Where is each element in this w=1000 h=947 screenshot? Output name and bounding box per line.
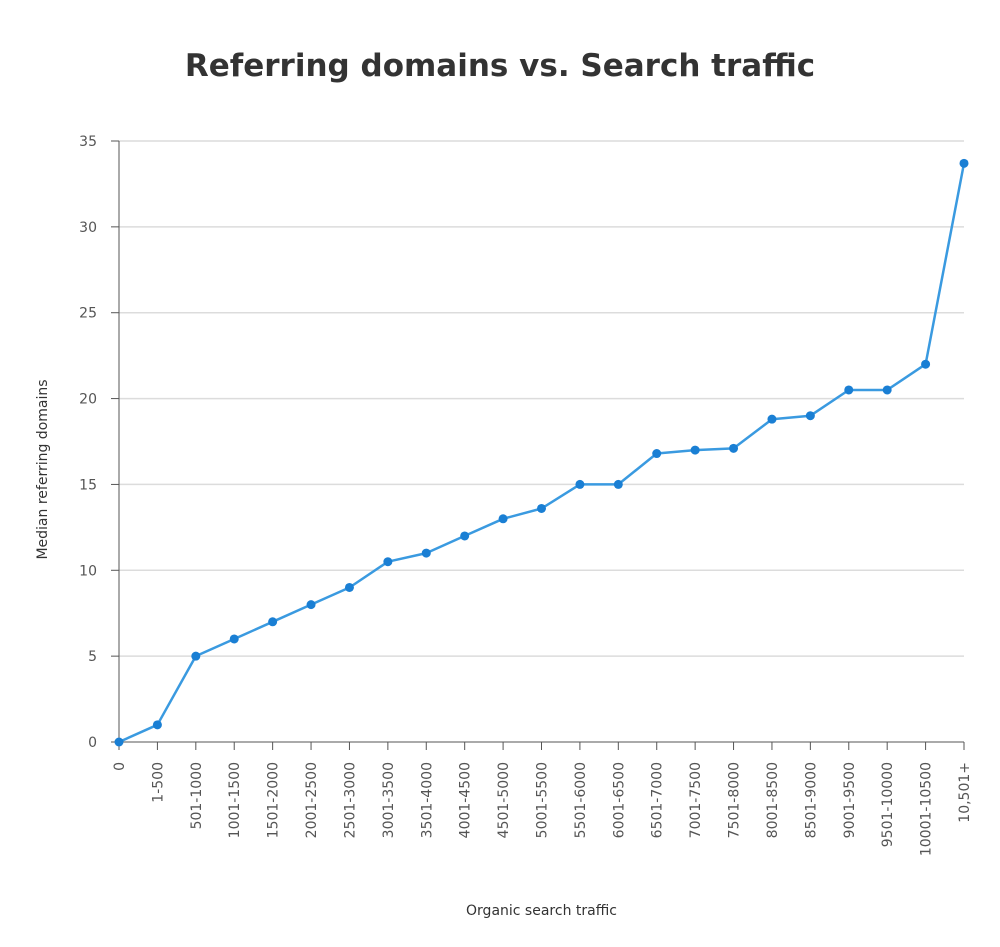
y-tick-label: 25 (79, 306, 97, 322)
y-tick-label: 10 (79, 563, 97, 579)
data-point (191, 651, 201, 661)
x-tick-label: 5001-5500 (535, 762, 551, 838)
x-tick-labels: 0 1-500 501-1000 1001-1500 1501-2000 2001-250… (112, 762, 973, 856)
x-tick-label: 0 (112, 762, 128, 771)
data-point (229, 634, 239, 644)
data-point (767, 414, 777, 424)
data-point (537, 503, 546, 513)
data-point (575, 479, 585, 489)
x-tick-label: 4001-4500 (458, 762, 474, 838)
data-point (921, 359, 931, 369)
x-tick-label: 1-500 (150, 762, 166, 803)
x-tick-label: 9501-10000 (880, 762, 896, 847)
x-tick-label: 9001-9500 (842, 762, 858, 838)
x-tick-label: 7001-7500 (688, 762, 704, 838)
y-tick-labels: 0 5 10 15 20 25 30 35 (79, 134, 97, 751)
y-tick-label: 5 (88, 649, 97, 665)
x-tick-label: 6501-7000 (650, 762, 666, 838)
y-tick-label: 0 (88, 735, 97, 751)
data-point (729, 443, 739, 453)
x-tick-label: 2501-3000 (342, 762, 358, 838)
x-tick-label: 3001-3500 (381, 762, 397, 838)
data-point (152, 720, 162, 730)
data-point (805, 411, 815, 421)
x-tick-label: 2001-2500 (304, 762, 320, 838)
data-point (114, 737, 124, 747)
data-point (690, 445, 700, 455)
x-tick-label: 3501-4000 (419, 762, 435, 838)
x-axis-title: Organic search traffic (466, 903, 617, 919)
data-point (652, 449, 662, 459)
series-line (118, 163, 966, 744)
data-point (383, 557, 393, 567)
data-point (306, 600, 316, 610)
data-point (460, 531, 470, 541)
axes (111, 140, 965, 750)
x-tick-label: 8001-8500 (765, 762, 781, 838)
x-tick-label: 501-1000 (189, 762, 205, 829)
x-tick-label: 10,501+ (957, 762, 973, 823)
x-tick-label: 4501-5000 (496, 762, 512, 838)
data-point (421, 548, 431, 558)
grid-lines (119, 140, 964, 657)
series-referring-domains (114, 158, 969, 747)
y-tick-label: 35 (79, 134, 97, 150)
y-tick-label: 15 (79, 477, 97, 493)
data-point (882, 385, 892, 395)
y-axis-title: Median referring domains (35, 379, 51, 559)
data-point (268, 617, 278, 627)
x-tick-label: 5501-6000 (573, 762, 589, 838)
x-tick-label: 1501-2000 (266, 762, 282, 838)
x-tick-label: 7501-8000 (727, 762, 743, 838)
data-point (344, 582, 354, 592)
data-point (613, 479, 623, 489)
y-tick-label: 30 (79, 220, 97, 236)
x-tick-label: 1001-1500 (227, 762, 243, 838)
data-point (959, 158, 969, 168)
x-tick-label: 6001-6500 (611, 762, 627, 838)
data-point (844, 385, 854, 395)
y-tick-label: 20 (79, 392, 97, 408)
data-point (498, 514, 508, 524)
x-tick-label: 10001-10500 (919, 762, 935, 856)
x-tick-label: 8501-9000 (803, 762, 819, 838)
chart-title: Referring domains vs. Search traffic (184, 48, 816, 84)
